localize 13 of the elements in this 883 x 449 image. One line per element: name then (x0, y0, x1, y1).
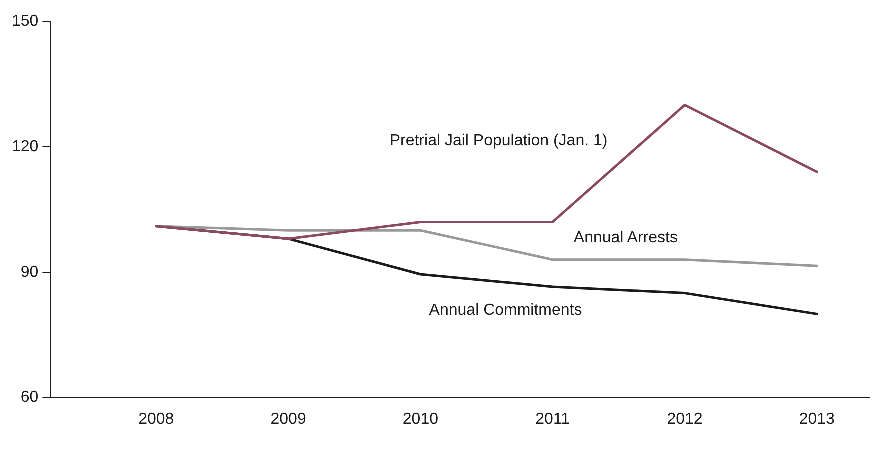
y-tick-label: 120 (12, 138, 39, 156)
x-tick-label: 2013 (799, 410, 836, 428)
x-tick-label: 2008 (138, 410, 174, 428)
series-label: Annual Commitments (429, 302, 582, 320)
x-tick-label: 2010 (402, 410, 439, 428)
series-label: Pretrial Jail Population (Jan. 1) (390, 132, 608, 150)
x-tick-label: 2011 (536, 410, 570, 428)
y-tick-label: 90 (20, 264, 39, 281)
series-label: Annual Arrests (574, 229, 678, 246)
y-tick-label: 60 (20, 389, 39, 406)
x-tick-label: 2012 (667, 410, 703, 428)
x-tick-label: 2009 (270, 410, 306, 428)
y-tick-label: 150 (12, 13, 39, 30)
